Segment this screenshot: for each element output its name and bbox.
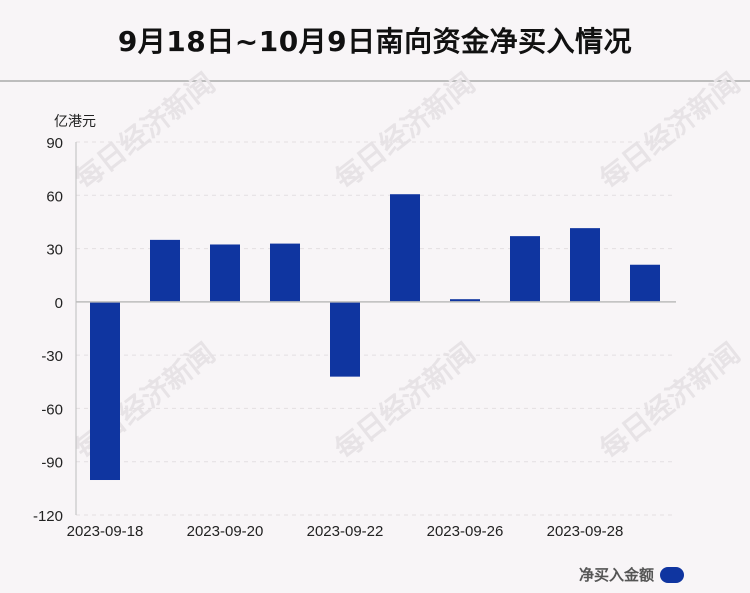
y-tick-label: 90: [46, 135, 63, 152]
chart-title: 9月18日~10月9日南向资金净买入情况: [117, 25, 633, 58]
title-divider: [0, 80, 750, 82]
x-tick-label: 2023-09-18: [67, 523, 144, 540]
y-tick-label: 0: [55, 295, 63, 312]
x-tick-label: 2023-09-20: [187, 523, 264, 540]
bar: [210, 244, 240, 302]
x-tick-label: 2023-09-28: [547, 523, 624, 540]
bar: [150, 239, 180, 302]
bar: [90, 301, 120, 481]
bar: [570, 228, 600, 302]
bar: [270, 243, 300, 302]
y-tick-label: -120: [33, 508, 63, 525]
y-tick-label: -90: [41, 455, 63, 472]
y-tick-label: 60: [46, 188, 63, 205]
y-tick-label: -30: [41, 348, 63, 365]
legend-swatch: [660, 566, 684, 583]
bar: [450, 299, 480, 302]
x-tick-label: 2023-09-22: [307, 523, 384, 540]
bar: [330, 301, 360, 377]
bar: [630, 264, 660, 302]
y-axis-label: 亿港元: [54, 114, 96, 130]
bar: [390, 194, 420, 302]
bar: [510, 236, 540, 302]
y-tick-label: -60: [41, 401, 63, 418]
legend: 净买入金额: [579, 564, 684, 585]
y-tick-label: 30: [46, 242, 63, 259]
x-tick-label: 2023-09-26: [427, 523, 504, 540]
legend-label: 净买入金额: [578, 566, 654, 584]
